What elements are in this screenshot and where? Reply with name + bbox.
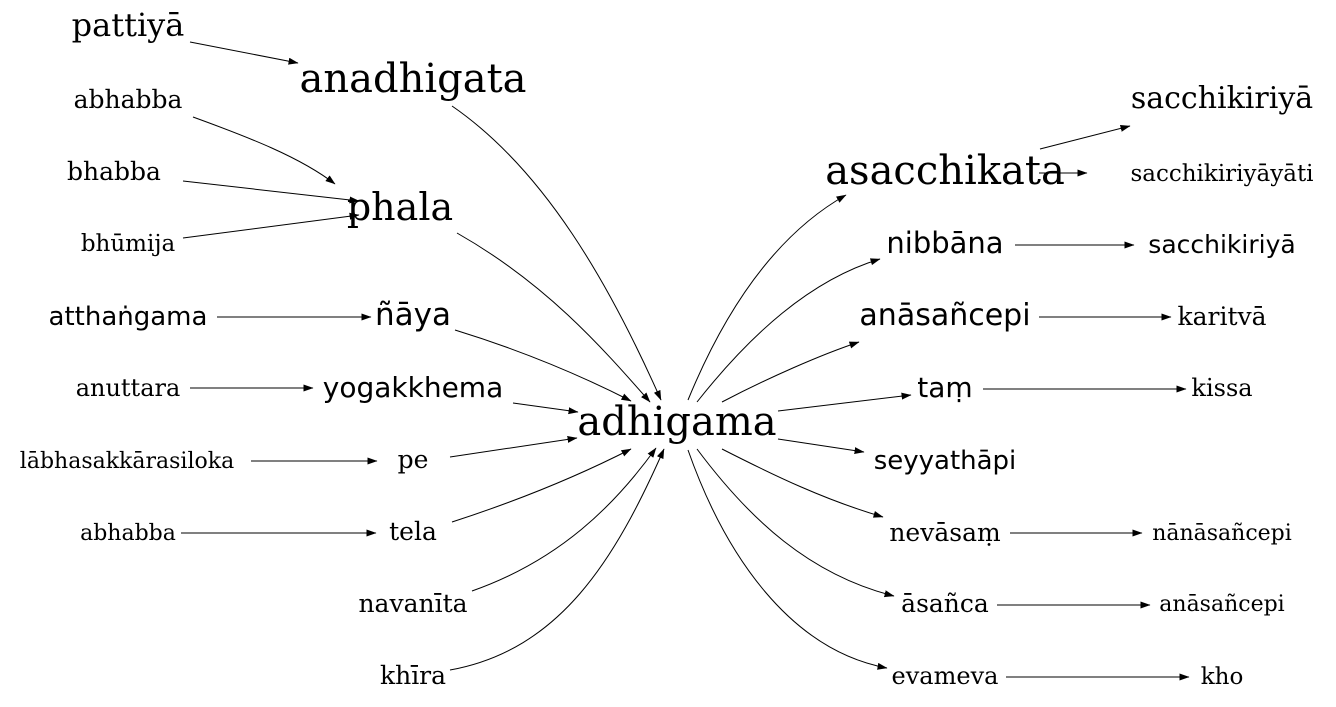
edge-pe-adhigama (449, 435, 578, 458)
node-adhigama: adhigama (577, 399, 776, 445)
node-sacchikiriya-2: sacchikiriyā (1148, 230, 1295, 259)
edge-adhigama-nevasam (721, 448, 884, 518)
edge-adhigama-asacchikata (687, 194, 847, 401)
node-sacchikiriya-1: sacchikiriyā (1131, 81, 1313, 116)
node-karitva: karitvā (1177, 302, 1266, 331)
node-anasancepi-1: anāsañcepi (859, 298, 1030, 333)
edge-naya-adhigama (454, 329, 632, 402)
node-bhabba: bhabba (67, 157, 161, 186)
node-naya: ñāya (375, 297, 451, 333)
edge-khira-adhigama (449, 448, 665, 671)
node-atthangama: atthaṅgama (49, 302, 208, 332)
node-asacchikata: asacchikata (825, 148, 1065, 194)
nodes-layer: pattiyā anadhigata abhabba bhabba phala … (20, 6, 1314, 690)
node-tam: taṃ (917, 371, 972, 404)
edge-bhumija-phala (182, 212, 360, 239)
node-khira: khīra (380, 661, 446, 690)
edge-anadhigata-adhigama (451, 105, 662, 401)
node-nevasam: nevāsaṃ (889, 518, 1001, 547)
node-nibbana: nibbāna (886, 226, 1003, 260)
edge-adhigama-tam (777, 392, 912, 412)
node-phala: phala (347, 185, 453, 229)
edge-pattiya-anadhigata (189, 41, 299, 65)
node-tela: tela (389, 517, 437, 546)
node-pattiya: pattiyā (72, 6, 185, 44)
edge-adhigama-anasancepi1 (721, 341, 860, 403)
node-sacchikiriyayati: sacchikiriyāyāti (1130, 161, 1313, 187)
edge-adhigama-asanca (696, 448, 895, 598)
edge-asacchikata-sacchikiriya1 (1039, 124, 1131, 150)
node-anadhigata: anadhigata (300, 56, 527, 102)
node-anasancepi-2: anāsañcepi (1159, 592, 1284, 617)
edge-yogakkhema-adhigama (512, 402, 579, 415)
node-evameva: evameva (892, 662, 999, 690)
edges-layer (181, 41, 1190, 681)
node-kissa: kissa (1191, 374, 1252, 402)
edge-adhigama-evameva (687, 449, 888, 670)
node-navanita: navanīta (358, 589, 467, 618)
edge-phala-adhigama (456, 232, 651, 403)
node-abhabba-2: abhabba (80, 521, 176, 546)
node-abhabba-1: abhabba (74, 85, 183, 114)
node-asanca: āsañca (901, 589, 989, 618)
node-labhasakkarasiloka: lābhasakkārasiloka (20, 449, 234, 474)
edge-bhabba-phala (182, 180, 360, 204)
node-nanasancepi: nānāsañcepi (1152, 521, 1292, 546)
edge-tela-adhigama (451, 448, 632, 523)
edge-navanita-adhigama (471, 447, 657, 592)
edge-adhigama-nibbana (696, 258, 881, 403)
node-yogakkhema: yogakkhema (323, 371, 503, 404)
edge-adhigama-seyyathapi (777, 438, 865, 455)
node-kho: kho (1201, 664, 1244, 690)
node-bhumija: bhūmija (81, 231, 176, 257)
node-pe: pe (398, 445, 429, 474)
edge-abhabba1-phala (192, 116, 336, 185)
node-seyyathapi: seyyathāpi (874, 446, 1017, 476)
node-anuttara: anuttara (76, 374, 181, 402)
